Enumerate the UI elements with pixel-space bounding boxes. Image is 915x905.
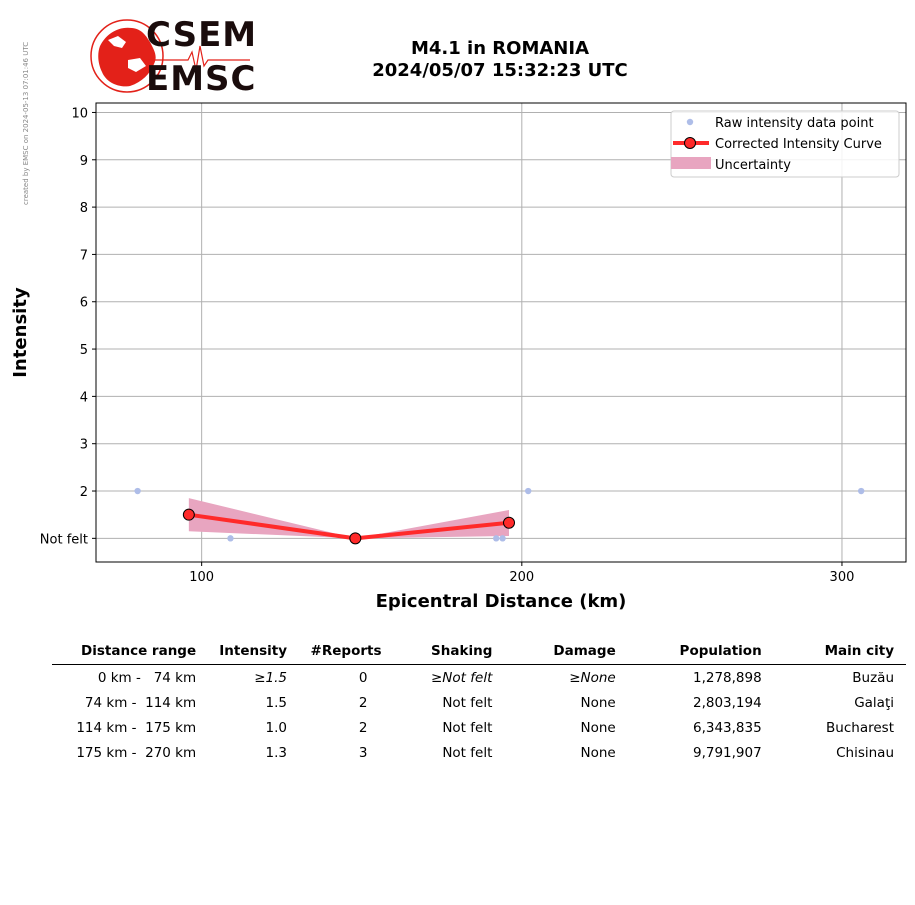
table-row: 74 km - 114 km 1.5 2 Not felt None 2,803… [52,690,906,715]
cell-reports: 2 [358,719,368,736]
cell-damage: None [580,694,616,711]
table-row: 0 km - 74 km ≥1.5 0 ≥Not felt ≥None 1,27… [52,665,906,691]
column-header: Distance range [52,640,203,665]
x-tick-label: 200 [509,570,534,585]
logo-text-csem: CSEM [146,15,258,55]
legend-entry: Uncertainty [715,158,791,173]
cell-population: 6,343,835 [692,719,762,736]
y-tick-label: 7 [80,248,88,263]
plot-frame [95,102,907,563]
uncertainty-area [188,498,510,539]
chart-legend: Raw intensity data point Corrected Intens… [670,110,900,178]
legend-box [670,110,900,178]
cell-population: 9,791,907 [692,744,762,761]
cell-range: 74 km - 114 km [84,694,197,711]
raw-data-point [134,487,141,495]
y-tick-label: 3 [80,438,88,453]
raw-data-point [525,487,532,495]
chart-title: M4.1 in ROMANIA [410,38,589,59]
cell-intensity: 1.3 [265,744,288,761]
y-tick-label: 6 [80,296,88,311]
cell-range: 0 km - 74 km [97,669,197,686]
cell-shaking: Not felt [442,744,493,761]
column-header: #Reports [293,640,388,665]
y-tick-label: 8 [80,201,88,216]
legend-entry: Corrected Intensity Curve [715,137,882,152]
cell-shaking: Not felt [442,694,493,711]
table-row: 114 km - 175 km 1.0 2 Not felt None 6,34… [52,715,906,740]
cell-range: 114 km - 175 km [76,719,197,736]
axis-ticks: Not felt 2 3 4 5 6 7 8 9 10 100 200 300 [40,106,855,585]
legend-curve-marker [684,137,696,149]
corrected-curve-marker [503,516,516,529]
cell-city: Buzău [852,669,894,686]
y-tick-label: Not felt [40,532,88,547]
y-tick-label: 2 [80,485,88,500]
column-header: Damage [498,640,622,665]
cell-city: Galaţi [854,694,894,711]
intensity-summary-table: Distance range Intensity #Reports Shakin… [52,640,906,765]
legend-raw-marker [686,118,694,126]
y-axis-label: Intensity [10,287,31,378]
cell-shaking: ≥Not felt [431,669,493,686]
cell-damage: ≥None [569,669,616,686]
y-tick-label: 9 [80,154,88,169]
raw-data-point [492,535,500,542]
table-header-row: Distance range Intensity #Reports Shakin… [52,640,906,665]
x-axis-label: Epicentral Distance (km) [376,591,627,612]
y-tick-label: 5 [80,343,88,358]
raw-data-point [499,535,506,542]
column-header: Intensity [202,640,294,665]
uncertainty-band [188,498,510,539]
chart-subtitle: 2024/05/07 15:32:23 UTC [372,60,628,81]
cell-reports: 3 [358,744,368,761]
cell-reports: 2 [358,694,368,711]
cell-intensity: 1.5 [265,694,288,711]
cell-damage: None [580,719,616,736]
emsc-logo: CSEM EMSC [88,15,258,100]
legend-band-swatch [671,157,711,169]
column-header: Population [621,640,768,665]
intensity-chart: Not felt 2 3 4 5 6 7 8 9 10 100 200 300 Epicentral D… [10,102,907,612]
y-tick-label: 4 [80,390,88,405]
table-row: 175 km - 270 km 1.3 3 Not felt None 9,79… [52,740,906,765]
corrected-curve [182,508,516,545]
cell-intensity: ≥1.5 [254,669,288,686]
cell-damage: None [580,744,616,761]
cell-city: Bucharest [826,719,894,736]
column-header: Shaking [387,640,499,665]
cell-city: Chisinau [836,744,894,761]
raw-points [134,487,865,542]
corrected-curve-marker [182,508,195,521]
cell-range: 175 km - 270 km [76,744,197,761]
globe-logo-icon [90,19,250,93]
x-tick-label: 300 [830,570,855,585]
cell-intensity: 1.0 [265,719,288,736]
raw-data-point [857,487,865,495]
cell-population: 1,278,898 [692,669,762,686]
logo-text-emsc: EMSC [146,59,257,99]
y-tick-label: 10 [71,106,88,121]
corrected-curve-marker [349,532,362,545]
raw-data-point [227,535,234,542]
legend-entry: Raw intensity data point [715,116,874,131]
cell-shaking: Not felt [442,719,493,736]
cell-population: 2,803,194 [692,694,762,711]
x-tick-label: 100 [189,570,214,585]
column-header: Main city [767,640,906,665]
cell-reports: 0 [358,669,368,686]
